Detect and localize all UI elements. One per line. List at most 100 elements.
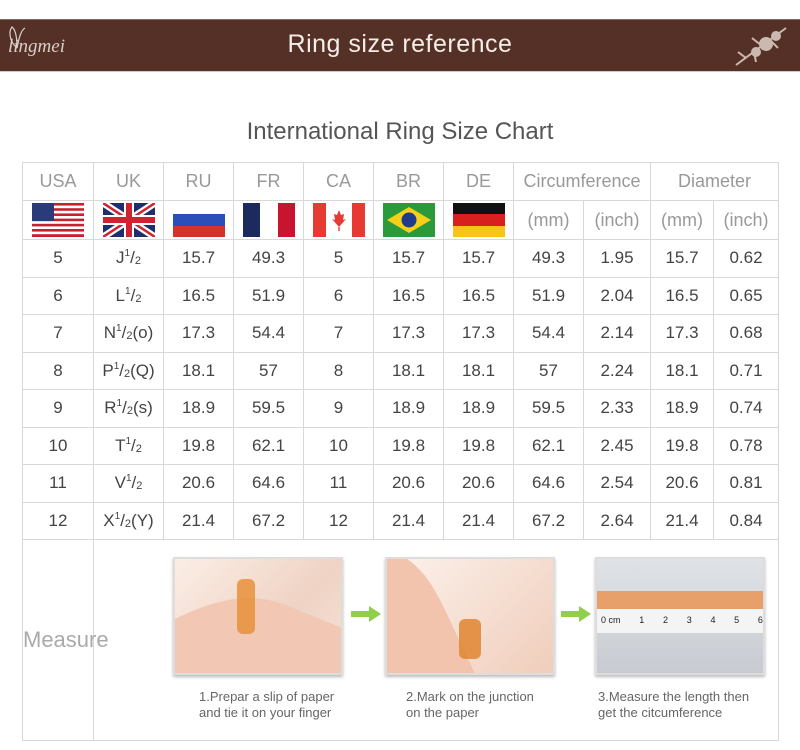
cell-dia_in: 0.81 [713, 464, 780, 503]
cell-dia_mm: 20.6 [650, 464, 715, 503]
arrow-right-icon [561, 606, 591, 622]
cell-circ_mm: 62.1 [513, 426, 584, 465]
cell-circ_in: 2.24 [582, 351, 652, 390]
cell-br: 21.4 [373, 501, 444, 540]
cell-usa: 5 [22, 239, 94, 278]
cell-usa: 6 [22, 276, 94, 315]
cell-dia_mm: 15.7 [650, 239, 715, 278]
cell-de: 16.5 [443, 276, 514, 315]
cell-dia_in: 0.74 [713, 389, 780, 428]
cell-fr: 54.4 [233, 314, 304, 353]
cell-circ_mm: 51.9 [513, 276, 584, 315]
ruler-label: 1 [639, 615, 645, 625]
cell-circ_mm: 59.5 [513, 389, 584, 428]
cell-circ_mm: 49.3 [513, 239, 584, 278]
cell-circ_in: 2.33 [582, 389, 652, 428]
cell-dia_mm: 18.9 [650, 389, 715, 428]
chart-title: International Ring Size Chart [246, 118, 554, 145]
cell-circ_mm: 67.2 [513, 501, 584, 540]
cell-ru: 20.6 [163, 464, 234, 503]
cell-usa: 9 [22, 389, 94, 428]
cell-br: 16.5 [373, 276, 444, 315]
header-circumference: Circumference [512, 162, 652, 201]
cell-br: 17.3 [373, 314, 444, 353]
cell-fr: 64.6 [233, 464, 304, 503]
unit-circ-inch: (inch) [582, 200, 652, 240]
france-flag-icon [242, 203, 295, 237]
measure-steps: 0 cm 1 2 3 4 5 6 1.Prepar a slip of paper and t… [163, 539, 778, 740]
cell-circ_mm: 64.6 [513, 464, 584, 503]
cell-usa: 11 [22, 464, 94, 503]
cell-ca: 7 [303, 314, 374, 353]
floral-decoration-icon [735, 27, 787, 66]
unit-dia-inch: (inch) [713, 200, 780, 240]
table-row: 6 L1/2 16.5 51.9 6 16.5 16.5 51.9 2.04 16.5 0.65 [22, 276, 780, 315]
canada-flag-icon [312, 203, 365, 237]
table-row: 11 V1/2 20.6 64.6 11 20.6 20.6 64.6 2.54 20.6 0.81 [22, 464, 780, 503]
cell-circ_mm: 57 [513, 351, 584, 390]
cell-ca: 12 [303, 501, 374, 540]
cell-ca: 11 [303, 464, 374, 503]
header-diameter: Diameter [650, 162, 780, 201]
ruler-label: 2 [662, 615, 668, 625]
table-row: 10 T1/2 19.8 62.1 10 19.8 19.8 62.1 2.45 19.8 0.78 [22, 426, 780, 465]
us-flag-icon [32, 203, 84, 237]
cell-dia_in: 0.71 [713, 351, 780, 390]
unit-dia-mm: (mm) [650, 200, 715, 240]
header-de: DE [443, 162, 514, 201]
step-1-caption: 1.Prepar a slip of paper and tie it on yo… [199, 689, 335, 720]
cell-circ_in: 2.45 [582, 426, 652, 465]
cell-circ_in: 2.14 [582, 314, 652, 353]
cell-usa: 8 [22, 351, 94, 390]
unit-circ-mm: (mm) [513, 200, 584, 240]
cell-ca: 9 [303, 389, 374, 428]
ruler-label: 6 [757, 615, 763, 625]
cell-uk: X1/2(Y) [93, 501, 164, 540]
cell-de: 15.7 [443, 239, 514, 278]
cell-dia_in: 0.68 [713, 314, 780, 353]
cell-de: 19.8 [443, 426, 514, 465]
cell-br: 18.1 [373, 351, 444, 390]
table-row: 12 X1/2(Y) 21.4 67.2 12 21.4 21.4 67.2 2.64 21.4 0… [22, 501, 780, 540]
cell-fr: 62.1 [233, 426, 304, 465]
table-row: 8 P1/2(Q) 18.1 57 8 18.1 18.1 57 2.24 18.1 0.71 [22, 351, 780, 390]
ruler-label: 4 [710, 615, 716, 625]
cell-dia_in: 0.78 [713, 426, 780, 465]
cell-fr: 57 [233, 351, 304, 390]
cell-fr: 49.3 [233, 239, 304, 278]
ruler-label: 5 [734, 615, 740, 625]
cell-br: 15.7 [373, 239, 444, 278]
uk-flag-icon [102, 203, 155, 237]
cell-circ_in: 1.95 [582, 239, 652, 278]
cell-circ_in: 2.64 [582, 501, 652, 540]
cell-ru: 21.4 [163, 501, 234, 540]
header-ru: RU [163, 162, 234, 201]
cell-ru: 18.1 [163, 351, 234, 390]
step-3-photo: 0 cm 1 2 3 4 5 6 [595, 557, 765, 675]
cell-ca: 6 [303, 276, 374, 315]
cell-usa: 7 [22, 314, 94, 353]
ruler-label: 0 cm [601, 615, 621, 625]
brand-logo: lingmei [8, 36, 65, 57]
germany-flag-icon [452, 203, 505, 237]
cell-br: 20.6 [373, 464, 444, 503]
cell-uk: P1/2(Q) [93, 351, 164, 390]
cell-dia_in: 0.84 [713, 501, 780, 540]
cell-de: 18.9 [443, 389, 514, 428]
cell-uk: V1/2 [93, 464, 164, 503]
cell-de: 20.6 [443, 464, 514, 503]
cell-ca: 5 [303, 239, 374, 278]
cell-ru: 19.8 [163, 426, 234, 465]
cell-fr: 51.9 [233, 276, 304, 315]
cell-fr: 67.2 [233, 501, 304, 540]
table-row: 9 R1/2(s) 18.9 59.5 9 18.9 18.9 59.5 2.33 18.9 0.7… [22, 389, 780, 428]
measure-label: Measure [22, 539, 109, 741]
cell-ru: 16.5 [163, 276, 234, 315]
cell-fr: 59.5 [233, 389, 304, 428]
cell-dia_mm: 21.4 [650, 501, 715, 540]
cell-uk: N1/2(o) [93, 314, 164, 353]
header-ca: CA [303, 162, 374, 201]
cell-uk: T1/2 [93, 426, 164, 465]
cell-uk: J1/2 [93, 239, 164, 278]
step-3-caption: 3.Measure the length then get the citcumf… [598, 689, 750, 720]
